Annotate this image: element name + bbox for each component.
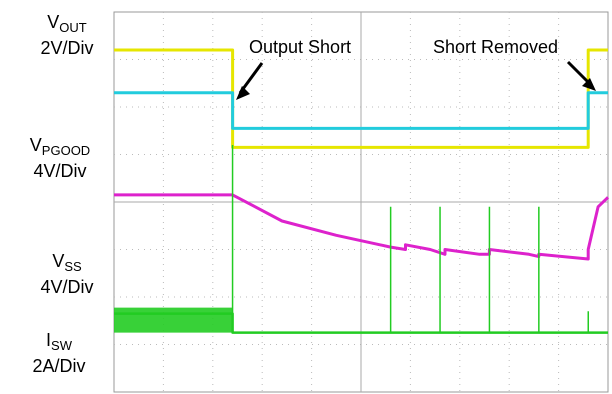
vout-scale: 2V/Div	[40, 38, 94, 58]
annotation-arrows	[236, 60, 596, 100]
vout-main: V	[47, 12, 60, 32]
short-removed-arrow	[566, 60, 590, 84]
grid	[114, 12, 608, 392]
vss-label: VSS 4V/Div	[22, 251, 112, 297]
vss-trace	[114, 193, 610, 261]
isw-label: ISW 2A/Div	[14, 330, 104, 376]
vpgood-label: VPGOOD 4V/Div	[8, 135, 112, 181]
vpgood-main: V	[29, 135, 42, 155]
vout-sub: OUT	[59, 20, 87, 35]
isw-scale: 2A/Div	[32, 356, 86, 376]
isw-switching-band	[114, 307, 233, 333]
vss-sub: SS	[64, 259, 82, 274]
vpgood-scale: 4V/Div	[33, 161, 87, 181]
isw-main: I	[46, 330, 52, 350]
vout-trace	[114, 48, 608, 149]
traces	[114, 48, 610, 334]
vout-label: VOUT 2V/Div	[22, 12, 112, 58]
vss-main: V	[52, 251, 65, 271]
short-removed-arrowhead	[582, 78, 596, 91]
vss-scale: 4V/Div	[40, 277, 94, 297]
annotation-output-short: Output Short	[249, 37, 352, 57]
vpgood-trace	[114, 91, 608, 130]
output-short-arrowhead	[236, 86, 250, 100]
vpgood-sub: PGOOD	[41, 143, 91, 158]
annotation-short-removed: Short Removed	[433, 37, 559, 57]
isw-sub: SW	[51, 338, 72, 353]
